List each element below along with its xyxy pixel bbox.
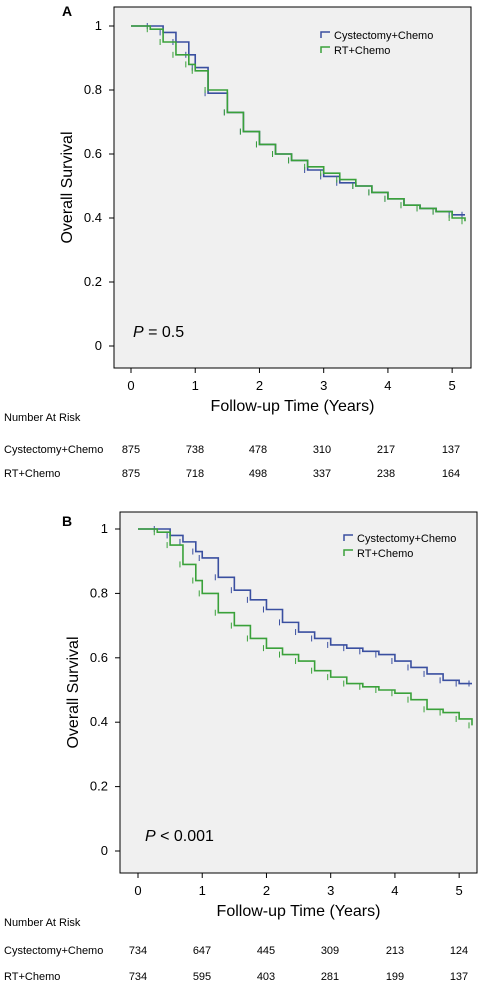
risk-count: 310 xyxy=(312,444,332,456)
risk-count: 738 xyxy=(185,444,205,456)
risk-row-label: Cystectomy+Chemo xyxy=(4,945,104,957)
x-tick-label: 2 xyxy=(256,378,263,393)
risk-row-label: Cystectomy+Chemo xyxy=(4,444,104,456)
p-value-annotation: P < 0.001 xyxy=(145,828,214,845)
survival-chart-b: B 0 0.2 0.4 0.6 0.8 1 0 1 2 3 4 5 Follow-up Time (Yea… xyxy=(62,511,478,920)
x-tick-label: 4 xyxy=(384,378,391,393)
legend-label: RT+Chemo xyxy=(334,45,390,57)
y-axis-label: Overall Survival xyxy=(65,636,82,748)
risk-count: 164 xyxy=(441,468,461,480)
y-tick-label: 1 xyxy=(95,18,102,33)
risk-count: 445 xyxy=(256,945,276,957)
survival-curve-rt xyxy=(138,528,473,726)
risk-count: 647 xyxy=(192,945,212,957)
risk-row-cystectomy: Cystectomy+Chemo 734 647 445 309 213 124 xyxy=(0,945,480,959)
risk-count: 238 xyxy=(376,468,396,480)
risk-table-a: Number At Risk Cystectomy+Chemo 875 738 … xyxy=(0,412,480,492)
legend-swatch xyxy=(320,46,330,53)
panel-a: A 0 0.2 0.4 0.6 0.8 1 0 1 2 3 4 5 Follow-up Time (Yea… xyxy=(0,3,480,492)
survival-curve-cystectomy xyxy=(138,528,472,685)
y-tick-label: 0.4 xyxy=(90,714,108,729)
risk-count: 734 xyxy=(128,971,148,983)
p-symbol: P xyxy=(145,828,156,845)
x-tick-label: 4 xyxy=(391,883,398,898)
risk-count: 217 xyxy=(376,444,396,456)
risk-row-rt: RT+Chemo 734 595 403 281 199 137 xyxy=(0,971,480,985)
risk-table-title: Number At Risk xyxy=(4,917,81,929)
x-tick-label: 5 xyxy=(456,883,463,898)
legend-swatch xyxy=(320,31,330,38)
p-value: < 0.001 xyxy=(156,828,214,845)
p-value-annotation: P = 0.5 xyxy=(133,324,184,341)
y-axis-label: Overall Survival xyxy=(59,131,76,243)
y-tick-label: 0.6 xyxy=(90,650,108,665)
risk-row-rt: RT+Chemo 875 718 498 337 238 164 xyxy=(0,468,480,482)
risk-count: 124 xyxy=(449,945,469,957)
risk-count: 875 xyxy=(121,468,141,480)
x-tick-label: 2 xyxy=(263,883,270,898)
y-tick-label: 0.2 xyxy=(84,274,102,289)
y-tick-label: 0 xyxy=(101,843,108,858)
risk-row-cystectomy: Cystectomy+Chemo 875 738 478 310 217 137 xyxy=(0,444,480,458)
risk-count: 478 xyxy=(248,444,268,456)
risk-row-label: RT+Chemo xyxy=(4,468,61,480)
panel-label: B xyxy=(62,513,72,529)
risk-count: 337 xyxy=(312,468,332,480)
legend-swatch xyxy=(343,534,353,541)
survival-chart-a: A 0 0.2 0.4 0.6 0.8 1 0 1 2 3 4 5 Follow-up Time (Yea… xyxy=(59,3,472,415)
risk-count: 309 xyxy=(320,945,340,957)
x-tick-label: 3 xyxy=(320,378,327,393)
x-tick-label: 1 xyxy=(199,883,206,898)
legend-label: RT+Chemo xyxy=(357,548,413,560)
y-tick-label: 0.8 xyxy=(84,82,102,97)
risk-count: 498 xyxy=(248,468,268,480)
panel-label: A xyxy=(62,3,72,19)
x-axis-label: Follow-up Time (Years) xyxy=(211,398,375,415)
risk-count: 137 xyxy=(449,971,469,983)
risk-count: 875 xyxy=(121,444,141,456)
x-tick-label: 1 xyxy=(192,378,199,393)
risk-table-b: Number At Risk Cystectomy+Chemo 734 647 … xyxy=(0,917,480,989)
panel-b: B 0 0.2 0.4 0.6 0.8 1 0 1 2 3 4 5 Follow-up Time (Yea… xyxy=(0,505,480,989)
risk-count: 281 xyxy=(320,971,340,983)
y-tick-label: 0.4 xyxy=(84,210,102,225)
y-tick-label: 0.2 xyxy=(90,779,108,794)
risk-count: 137 xyxy=(441,444,461,456)
risk-count: 199 xyxy=(385,971,405,983)
plot-area xyxy=(113,6,472,369)
x-tick-label: 0 xyxy=(134,883,141,898)
x-tick-label: 3 xyxy=(327,883,334,898)
risk-table-title: Number At Risk xyxy=(4,412,81,424)
x-axis-label: Follow-up Time (Years) xyxy=(217,903,381,920)
y-tick-label: 0 xyxy=(95,338,102,353)
plot-area xyxy=(119,511,478,874)
risk-count: 734 xyxy=(128,945,148,957)
risk-count: 595 xyxy=(192,971,212,983)
survival-curve-rt xyxy=(131,25,466,222)
risk-row-label: RT+Chemo xyxy=(4,971,61,983)
risk-count: 403 xyxy=(256,971,276,983)
p-value: = 0.5 xyxy=(144,324,185,341)
risk-count: 213 xyxy=(385,945,405,957)
p-symbol: P xyxy=(133,324,144,341)
y-tick-label: 0.6 xyxy=(84,146,102,161)
x-tick-label: 0 xyxy=(127,378,134,393)
y-tick-label: 1 xyxy=(101,521,108,536)
risk-count: 718 xyxy=(185,468,205,480)
legend-label: Cystectomy+Chemo xyxy=(357,533,456,545)
legend-swatch xyxy=(343,549,353,556)
legend-label: Cystectomy+Chemo xyxy=(334,30,433,42)
x-tick-label: 5 xyxy=(449,378,456,393)
y-tick-label: 0.8 xyxy=(90,585,108,600)
